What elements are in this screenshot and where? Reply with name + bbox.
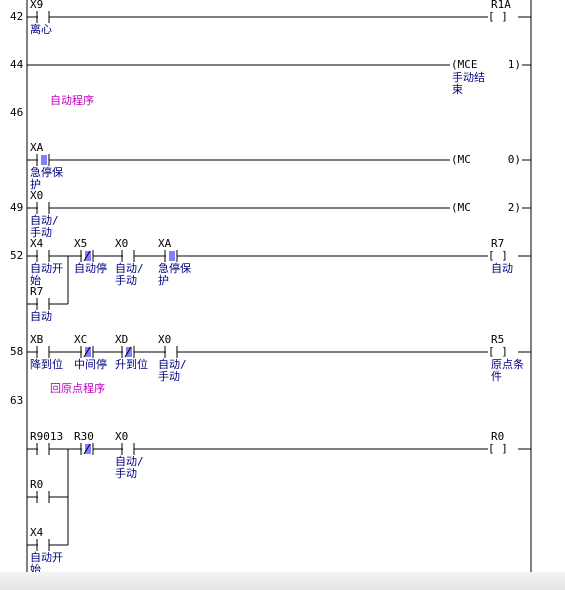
device-label: XC [74, 333, 87, 346]
contact-gap [38, 255, 49, 257]
device-label: X0 [158, 333, 171, 346]
device-label: X0 [30, 189, 43, 202]
device-label: X4 [30, 237, 44, 250]
contact-gap [38, 448, 49, 450]
device-label: X0 [115, 237, 128, 250]
instruction-operand: 1) [508, 58, 521, 71]
device-label: XB [30, 333, 44, 346]
device-comment: 护 [30, 177, 41, 191]
step-number: 52 [10, 249, 23, 262]
device-comment: 手动 [30, 225, 52, 239]
device-comment: 自动/ [30, 214, 59, 227]
device-label: XD [115, 333, 128, 346]
coil-device: R1A [491, 0, 511, 11]
device-comment: 自动开 [30, 551, 63, 564]
device-comment: 自动/ [115, 262, 144, 275]
instruction: (MCE [451, 58, 478, 71]
device-comment: 降到位 [30, 357, 63, 371]
device-comment: 自动 [30, 310, 52, 323]
device-label: R0 [30, 478, 43, 491]
coil-comment: 束 [452, 83, 463, 96]
device-label: X5 [74, 237, 87, 250]
coil-comment: 自动 [491, 262, 513, 275]
device-comment: 始 [30, 273, 41, 287]
device-label: XA [30, 141, 44, 154]
coil-device: R0 [491, 430, 504, 443]
device-comment: 急停保 [30, 165, 63, 179]
contact-slash [83, 443, 91, 455]
step-number: 63 [10, 394, 23, 407]
device-label: R9013 [30, 430, 63, 443]
device-label: R30 [74, 430, 94, 443]
contact-slash [124, 346, 132, 358]
device-comment: 自动/ [115, 455, 144, 468]
contact-gap [38, 544, 49, 546]
contact-gap [38, 207, 49, 209]
contact-gap [166, 351, 177, 353]
device-comment: 手动 [115, 273, 137, 287]
contact-highlight [85, 347, 91, 357]
contact-gap [38, 496, 49, 498]
instruction-operand: 2) [508, 201, 521, 214]
device-label: XA [158, 237, 172, 250]
device-comment: 始 [30, 562, 41, 576]
coil: [ ] [488, 442, 508, 455]
section-heading: 自动程序 [50, 93, 94, 107]
coil-comment: 手动结 [452, 70, 485, 84]
device-comment: 中间停 [74, 357, 107, 371]
contact-slash [83, 250, 91, 262]
device-comment: 手动 [115, 466, 137, 480]
contact-gap [38, 351, 49, 353]
section-heading: 回原点程序 [50, 381, 105, 395]
instruction-operand: 0) [508, 153, 521, 166]
device-comment: 升到位 [115, 357, 148, 371]
device-label: X4 [30, 526, 44, 539]
device-comment: 自动开 [30, 262, 63, 275]
contact-slash [83, 346, 91, 358]
coil-device: R7 [491, 237, 504, 250]
contact-gap [123, 255, 134, 257]
coil: [ ] [488, 345, 508, 358]
coil-device: R5 [491, 333, 504, 346]
step-number: 46 [10, 106, 23, 119]
device-comment: 自动停 [74, 261, 107, 275]
instruction: (MC [451, 201, 471, 214]
contact-gap [123, 448, 134, 450]
step-number: 58 [10, 345, 23, 358]
device-label: X0 [115, 430, 128, 443]
contact-highlight [85, 444, 91, 454]
step-number: 44 [10, 58, 24, 71]
device-label: R7 [30, 285, 43, 298]
coil-comment: 原点条 [491, 357, 524, 371]
contact-gap [38, 16, 49, 18]
device-label: X9 [30, 0, 43, 11]
device-comment: 护 [158, 273, 169, 287]
device-comment: 急停保 [158, 261, 191, 275]
step-number: 42 [10, 10, 23, 23]
device-comment: 离心 [30, 22, 52, 36]
coil: [ ] [488, 249, 508, 262]
contact-highlight [169, 251, 175, 261]
contact-highlight [41, 155, 47, 165]
coil: [ ] [488, 10, 508, 23]
device-comment: 自动/ [158, 358, 187, 371]
status-strip [0, 572, 565, 590]
coil-comment: 件 [491, 370, 502, 383]
contact-highlight [126, 347, 132, 357]
instruction: (MC [451, 153, 471, 166]
device-comment: 手动 [158, 369, 180, 383]
contact-gap [38, 303, 49, 305]
step-number: 49 [10, 201, 23, 214]
contact-highlight [85, 251, 91, 261]
